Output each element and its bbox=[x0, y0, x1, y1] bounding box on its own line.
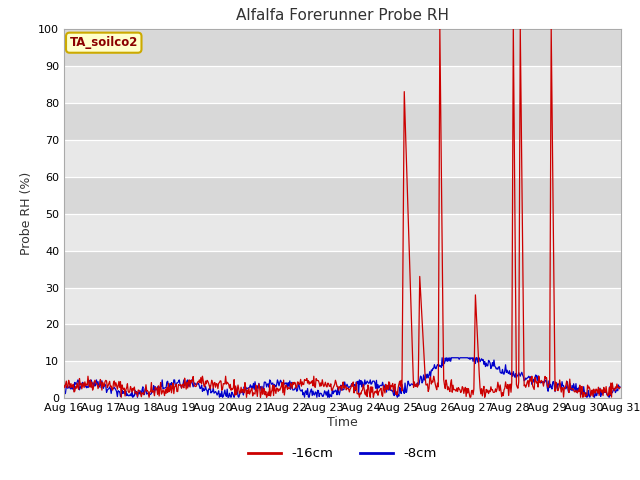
-8cm bbox=[214, 390, 221, 396]
-8cm bbox=[185, 383, 193, 389]
Bar bbox=[64, 251, 621, 288]
-16cm bbox=[128, 389, 136, 395]
-16cm bbox=[60, 383, 68, 388]
-16cm bbox=[117, 395, 125, 400]
-16cm bbox=[214, 386, 221, 392]
Bar bbox=[64, 361, 621, 398]
Bar bbox=[64, 324, 621, 361]
-16cm bbox=[70, 389, 78, 395]
Title: Alfalfa Forerunner Probe RH: Alfalfa Forerunner Probe RH bbox=[236, 9, 449, 24]
Text: TA_soilco2: TA_soilco2 bbox=[70, 36, 138, 49]
Bar bbox=[64, 103, 621, 140]
Y-axis label: Probe RH (%): Probe RH (%) bbox=[20, 172, 33, 255]
Legend: -16cm, -8cm: -16cm, -8cm bbox=[243, 442, 442, 466]
Bar bbox=[64, 29, 621, 66]
Bar bbox=[64, 140, 621, 177]
-16cm bbox=[616, 384, 624, 390]
-16cm bbox=[185, 379, 193, 384]
Bar bbox=[64, 177, 621, 214]
-8cm bbox=[70, 388, 78, 394]
-8cm bbox=[127, 393, 135, 399]
-8cm bbox=[129, 395, 137, 400]
-8cm bbox=[60, 385, 68, 391]
Line: -8cm: -8cm bbox=[64, 358, 620, 397]
Bar bbox=[64, 288, 621, 324]
-16cm bbox=[410, 379, 418, 385]
Bar bbox=[64, 214, 621, 251]
Line: -16cm: -16cm bbox=[64, 29, 620, 397]
-16cm bbox=[427, 374, 435, 380]
-16cm bbox=[436, 26, 444, 32]
-8cm bbox=[616, 384, 624, 390]
X-axis label: Time: Time bbox=[327, 416, 358, 429]
-8cm bbox=[438, 355, 446, 360]
-8cm bbox=[427, 374, 435, 380]
Bar bbox=[64, 66, 621, 103]
-8cm bbox=[410, 382, 418, 388]
